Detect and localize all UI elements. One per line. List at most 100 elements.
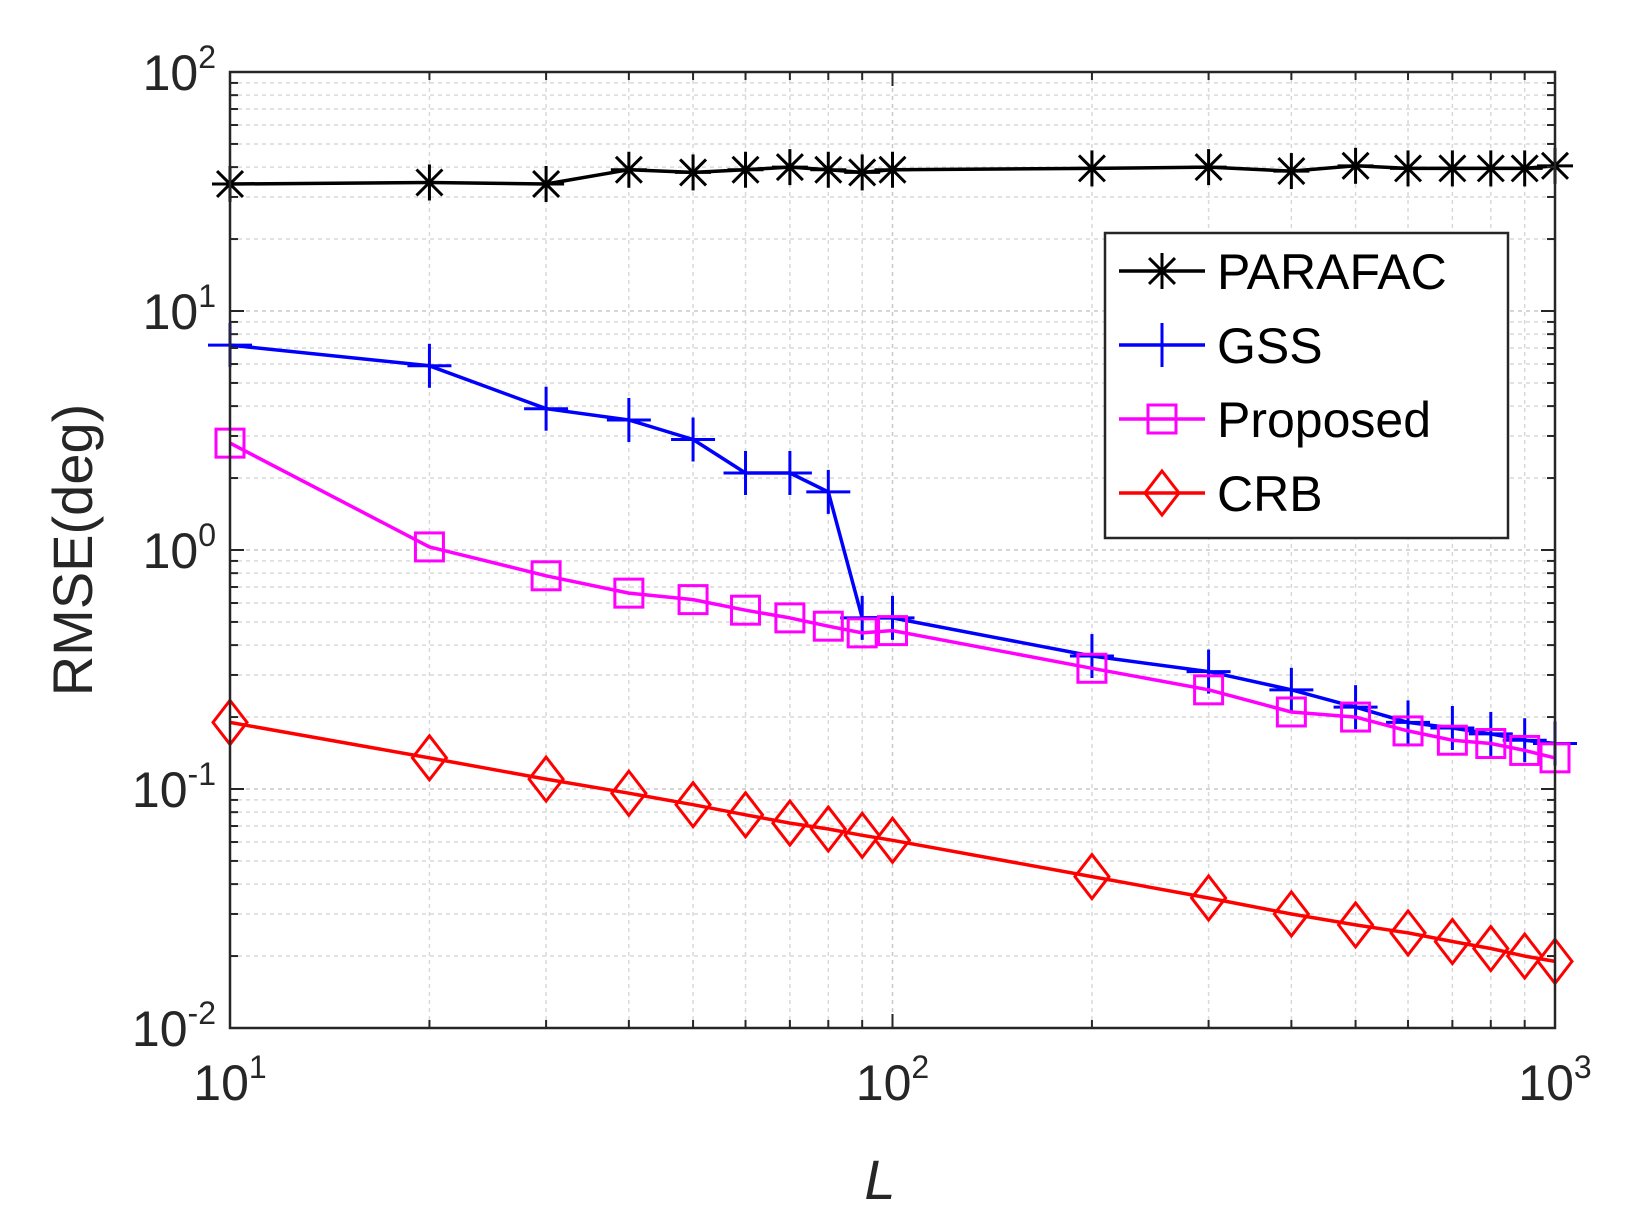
data-point-parafac — [1506, 150, 1543, 187]
y-tick-exponent: -1 — [188, 756, 216, 792]
y-tick-exponent: 1 — [198, 278, 216, 314]
data-point-proposed — [413, 531, 445, 563]
y-tick-exponent: -2 — [188, 995, 216, 1031]
data-point-crb — [1272, 889, 1311, 939]
data-point-parafac — [1190, 149, 1227, 186]
data-point-proposed — [1193, 674, 1225, 706]
legend-swatch-marker — [1144, 253, 1180, 289]
legend-swatch-marker — [1140, 323, 1184, 367]
data-point-crb — [1389, 908, 1427, 958]
data-point-crb — [726, 790, 765, 840]
y-tick-base: 10 — [143, 523, 199, 579]
y-tick-base: 10 — [132, 1001, 188, 1057]
series-line-proposed — [229, 441, 1556, 760]
x-tick-label: 103 — [1518, 1049, 1591, 1111]
data-point-crb — [1433, 917, 1472, 967]
data-point-crb — [770, 798, 809, 848]
y-tick-base: 10 — [132, 762, 188, 818]
data-point-parafac — [771, 149, 808, 186]
data-point-proposed — [613, 577, 645, 609]
data-point-parafac — [810, 151, 847, 188]
x-tick-exponent: 2 — [911, 1049, 929, 1085]
legend-entry-proposed: Proposed — [1119, 392, 1431, 448]
legend-entry-parafac: PARAFAC — [1119, 244, 1447, 300]
x-tick-label: 102 — [856, 1049, 929, 1111]
data-point-crb — [1336, 900, 1375, 950]
legend-entry-crb: CRB — [1119, 466, 1323, 522]
x-tick-base: 10 — [193, 1055, 249, 1111]
legend-label: Proposed — [1217, 392, 1431, 448]
data-point-gss — [671, 417, 716, 462]
legend: PARAFAC GSS Proposed CRB — [1103, 231, 1510, 540]
data-point-crb — [410, 733, 449, 783]
data-point-parafac — [610, 151, 647, 188]
plot-area — [230, 72, 1555, 1028]
data-point-crb — [1189, 873, 1228, 923]
data-point-gss — [606, 397, 651, 442]
series-group — [208, 147, 1577, 986]
y-tick-label: 10-2 — [132, 995, 216, 1057]
legend-entry-gss: GSS — [1119, 318, 1323, 374]
data-point-parafac — [1472, 150, 1509, 187]
data-point-proposed — [1076, 652, 1108, 684]
x-tick-base: 10 — [1518, 1055, 1574, 1111]
data-point-crb — [1505, 931, 1544, 981]
x-tick-base: 10 — [856, 1055, 912, 1111]
data-point-crb — [873, 815, 912, 865]
data-point-gss — [767, 450, 812, 495]
data-point-crb — [674, 780, 712, 830]
y-tick-base: 10 — [143, 284, 199, 340]
legend-label: PARAFAC — [1217, 244, 1447, 300]
y-tick-label: 10-1 — [132, 756, 216, 818]
data-point-parafac — [528, 165, 565, 202]
data-point-proposed — [1275, 696, 1307, 728]
x-tick-label: 101 — [193, 1049, 266, 1111]
x-tick-exponent: 1 — [249, 1049, 267, 1085]
data-point-proposed — [812, 610, 844, 642]
y-tick-exponent: 0 — [198, 517, 216, 553]
data-point-gss — [1186, 649, 1231, 694]
data-point-gss — [407, 343, 452, 388]
data-point-crb — [609, 768, 648, 818]
legend-label: GSS — [1217, 318, 1323, 374]
data-point-proposed — [677, 584, 709, 616]
data-point-gss — [723, 450, 768, 495]
data-point-proposed — [846, 617, 878, 649]
data-point-crb — [843, 810, 882, 860]
y-tick-label: 100 — [143, 517, 216, 579]
x-tick-exponent: 3 — [1574, 1049, 1592, 1085]
data-point-crb — [1471, 924, 1510, 974]
data-point-proposed — [774, 602, 806, 634]
y-tick-label: 101 — [143, 278, 216, 340]
data-point-crb — [527, 754, 565, 804]
axis-labels: L RMSE(deg) — [41, 404, 896, 1211]
data-point-parafac — [675, 154, 712, 191]
data-point-parafac — [1434, 150, 1471, 187]
legend-label: CRB — [1217, 466, 1323, 522]
data-point-proposed — [1340, 701, 1372, 733]
data-point-proposed — [730, 594, 762, 626]
y-axis-title: RMSE(deg) — [41, 404, 104, 697]
data-point-gss — [806, 469, 851, 514]
data-point-parafac — [411, 164, 448, 201]
data-point-parafac — [727, 151, 764, 188]
legend-swatch-marker — [1143, 468, 1181, 518]
data-point-parafac — [1273, 153, 1310, 190]
data-point-parafac — [844, 154, 881, 191]
data-point-parafac — [1337, 147, 1374, 184]
data-point-proposed — [1509, 734, 1541, 766]
data-point-proposed — [530, 560, 562, 592]
data-point-parafac — [1073, 150, 1110, 187]
y-tick-exponent: 2 — [198, 39, 216, 75]
data-point-gss — [524, 386, 569, 431]
series-line-crb — [229, 720, 1556, 964]
data-point-proposed — [877, 615, 908, 647]
x-axis-title: L — [864, 1148, 895, 1211]
data-point-crb — [1073, 852, 1111, 902]
data-point-parafac — [1390, 150, 1427, 187]
data-point-proposed — [1392, 715, 1424, 747]
data-point-parafac — [874, 151, 911, 188]
data-point-gss — [1269, 667, 1314, 712]
legend-box — [1103, 231, 1510, 540]
